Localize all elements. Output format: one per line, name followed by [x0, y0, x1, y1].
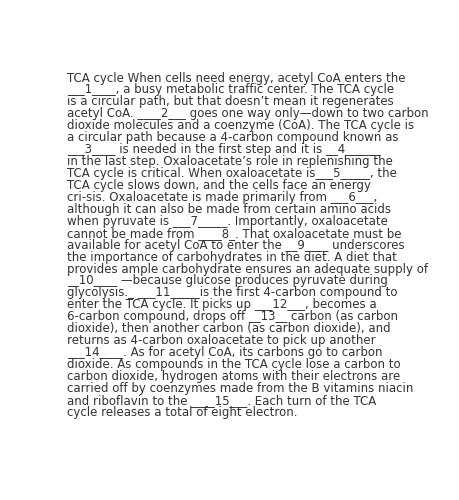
Text: 6-carbon compound, drops off __13__ carbon (as carbon: 6-carbon compound, drops off __13__ carb… [67, 310, 397, 324]
Text: dioxide), then another carbon (as carbon dioxide), and: dioxide), then another carbon (as carbon… [67, 322, 390, 335]
Text: ___1____, a busy metabolic traffic center. The TCA cycle: ___1____, a busy metabolic traffic cente… [67, 84, 393, 96]
Text: provides ample carbohydrate ensures an adequate supply of: provides ample carbohydrate ensures an a… [67, 262, 427, 276]
Text: enter the TCA cycle. It picks up ___12___, becomes a: enter the TCA cycle. It picks up ___12__… [67, 298, 375, 312]
Text: TCA cycle slows down, and the cells face an energy: TCA cycle slows down, and the cells face… [67, 179, 370, 192]
Text: when pyruvate is ___7_____. Importantly, oxaloacetate: when pyruvate is ___7_____. Importantly,… [67, 215, 387, 228]
Text: carried off by coenzymes made from the B vitamins niacin: carried off by coenzymes made from the B… [67, 382, 412, 395]
Text: ___14____. As for acetyl CoA, its carbons go to carbon: ___14____. As for acetyl CoA, its carbon… [67, 346, 381, 359]
Text: TCA cycle is critical. When oxaloacetate is___5_____, the: TCA cycle is critical. When oxaloacetate… [67, 167, 396, 180]
Text: in the last step. Oxaloacetate’s role in replenishing the: in the last step. Oxaloacetate’s role in… [67, 155, 392, 168]
Text: cannot be made from ____8_. That oxaloacetate must be: cannot be made from ____8_. That oxaloac… [67, 226, 400, 239]
Text: is a circular path, but that doesn’t mean it regenerates: is a circular path, but that doesn’t mea… [67, 96, 393, 108]
Text: dioxide. As compounds in the TCA cycle lose a carbon to: dioxide. As compounds in the TCA cycle l… [67, 358, 399, 371]
Text: the importance of carbohydrates in the diet. A diet that: the importance of carbohydrates in the d… [67, 250, 396, 264]
Text: returns as 4-carbon oxaloacetate to pick up another: returns as 4-carbon oxaloacetate to pick… [67, 334, 375, 347]
Text: and riboflavin to the ____15___. Each turn of the TCA: and riboflavin to the ____15___. Each tu… [67, 394, 375, 407]
Text: dioxide molecules and a coenzyme (CoA). The TCA cycle is: dioxide molecules and a coenzyme (CoA). … [67, 120, 413, 132]
Text: although it can also be made from certain amino acids: although it can also be made from certai… [67, 203, 390, 216]
Text: acetyl CoA. ____2___ goes one way only—down to two carbon: acetyl CoA. ____2___ goes one way only—d… [67, 108, 427, 120]
Text: __10____ —because glucose produces pyruvate during: __10____ —because glucose produces pyruv… [67, 274, 387, 287]
Text: ___3____ is needed in the first step and it is __4______: ___3____ is needed in the first step and… [67, 143, 380, 156]
Text: TCA cycle When cells need energy, acetyl CoA enters the: TCA cycle When cells need energy, acetyl… [67, 72, 404, 85]
Text: carbon dioxide, hydrogen atoms with their electrons are: carbon dioxide, hydrogen atoms with thei… [67, 370, 399, 383]
Text: cycle releases a total of eight electron.: cycle releases a total of eight electron… [67, 406, 297, 418]
Text: a circular path because a 4-carbon compound known as: a circular path because a 4-carbon compo… [67, 131, 397, 144]
Text: glycolysis._ ___11_____is the first 4-carbon compound to: glycolysis._ ___11_____is the first 4-ca… [67, 286, 397, 300]
Text: available for acetyl CoA to enter the __9____ underscores: available for acetyl CoA to enter the __… [67, 238, 403, 252]
Text: cri-sis. Oxaloacetate is made primarily from ___6___,: cri-sis. Oxaloacetate is made primarily … [67, 191, 376, 204]
